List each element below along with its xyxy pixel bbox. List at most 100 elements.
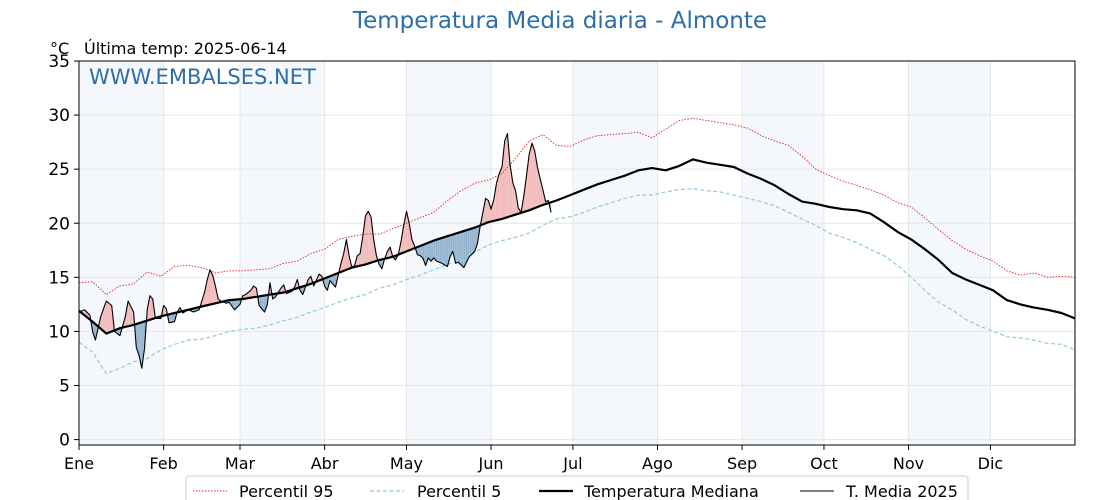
fill-above-median — [109, 303, 111, 333]
fill-below-median — [463, 231, 464, 268]
fill-below-median — [265, 295, 267, 309]
fill-above-median — [495, 183, 497, 221]
legend-label: Percentil 95 — [239, 482, 334, 500]
fill-above-median — [250, 289, 252, 298]
fill-above-median — [163, 305, 165, 316]
fill-above-median — [250, 290, 251, 298]
fill-below-median — [259, 296, 261, 308]
fill-below-median — [333, 274, 335, 286]
fill-above-median — [514, 188, 516, 215]
fill-above-median — [254, 286, 256, 298]
fill-below-median — [452, 234, 453, 253]
fill-below-median — [434, 240, 436, 260]
fill-below-median — [467, 229, 469, 260]
fill-below-median — [444, 236, 446, 266]
fill-below-median — [442, 237, 444, 265]
fill-below-median — [94, 322, 95, 338]
fill-below-median — [234, 299, 236, 310]
fill-below-median — [454, 233, 455, 261]
fill-above-median — [104, 303, 106, 333]
fill-above-median — [371, 222, 373, 263]
fill-above-median — [541, 184, 543, 206]
fill-above-median — [536, 158, 537, 208]
fill-below-median — [456, 233, 457, 264]
last-temp-label: Última temp: 2025-06-14 — [84, 39, 287, 58]
fill-above-median — [344, 246, 346, 271]
fill-above-median — [249, 290, 251, 298]
fill-below-median — [443, 237, 444, 265]
fill-above-median — [207, 274, 209, 306]
fill-above-median — [497, 175, 499, 220]
y-tick-label: 30 — [48, 106, 70, 126]
fill-above-median — [343, 253, 344, 272]
month-band — [79, 61, 164, 445]
fill-above-median — [214, 283, 216, 304]
fill-above-median — [504, 141, 505, 219]
fill-above-median — [345, 239, 347, 271]
fill-below-median — [381, 259, 382, 269]
fill-above-median — [282, 284, 284, 293]
fill-above-median — [486, 198, 487, 223]
fill-below-median — [443, 237, 445, 265]
fill-below-median — [454, 233, 456, 264]
fill-below-median — [461, 231, 463, 267]
fill-below-median — [441, 237, 443, 264]
fill-above-median — [502, 154, 504, 219]
fill-below-median — [473, 227, 474, 253]
fill-above-median — [510, 169, 512, 217]
fill-below-median — [428, 242, 430, 260]
series-line — [78, 188, 1076, 375]
fill-above-median — [388, 249, 389, 258]
y-axis-ticks: 0 5 10 15 20 25 30 35 — [48, 52, 79, 451]
x-tick-label: Jul — [562, 454, 582, 473]
fill-below-median — [334, 274, 336, 288]
fill-above-median — [404, 218, 406, 253]
fill-above-median — [127, 301, 129, 327]
fill-above-median — [490, 207, 492, 222]
month-bands — [79, 61, 991, 445]
fill-above-median — [407, 217, 409, 251]
fill-below-median — [437, 239, 439, 262]
fill-above-median — [511, 174, 513, 216]
x-tick-label: Mar — [225, 454, 256, 473]
fill-below-median — [472, 228, 474, 254]
fill-above-median — [129, 303, 131, 326]
plot-frame — [78, 60, 1076, 446]
fill-above-median — [367, 211, 369, 264]
fill-above-median — [494, 191, 496, 221]
fill-above-median — [370, 215, 371, 263]
fill-above-median — [529, 151, 530, 211]
fill-below-median — [449, 235, 451, 260]
fill-above-median — [105, 301, 107, 334]
fill-below-median — [142, 321, 144, 364]
fill-above-median — [509, 157, 511, 217]
fill-above-median — [363, 225, 365, 265]
x-tick-label: Sep — [727, 454, 757, 473]
fill-above-median — [108, 302, 110, 333]
fill-below-median — [136, 323, 138, 352]
fill-above-median — [532, 145, 534, 209]
fill-above-median — [528, 154, 530, 211]
fill-above-median — [486, 199, 488, 223]
fill-below-median — [417, 246, 419, 255]
fill-above-median — [510, 164, 511, 217]
fill-above-median — [209, 269, 210, 305]
fill-above-median — [537, 167, 539, 208]
fill-below-median — [426, 243, 427, 264]
fill-above-median — [534, 150, 536, 209]
fill-above-median — [499, 171, 500, 220]
fill-below-median — [419, 245, 421, 256]
x-tick-label: Oct — [810, 454, 838, 473]
month-band — [572, 61, 658, 445]
fill-below-median — [465, 230, 466, 265]
fill-above-median — [506, 133, 508, 218]
fill-below-median — [426, 242, 428, 262]
x-tick-label: Jun — [478, 454, 504, 473]
fill-below-median — [448, 235, 450, 262]
fill-above-median — [103, 306, 105, 332]
fill-below-median — [469, 229, 470, 257]
fill-below-median — [118, 328, 120, 336]
fill-above-median — [357, 255, 359, 267]
fill-above-median — [345, 242, 346, 271]
fill-below-median — [447, 236, 449, 267]
